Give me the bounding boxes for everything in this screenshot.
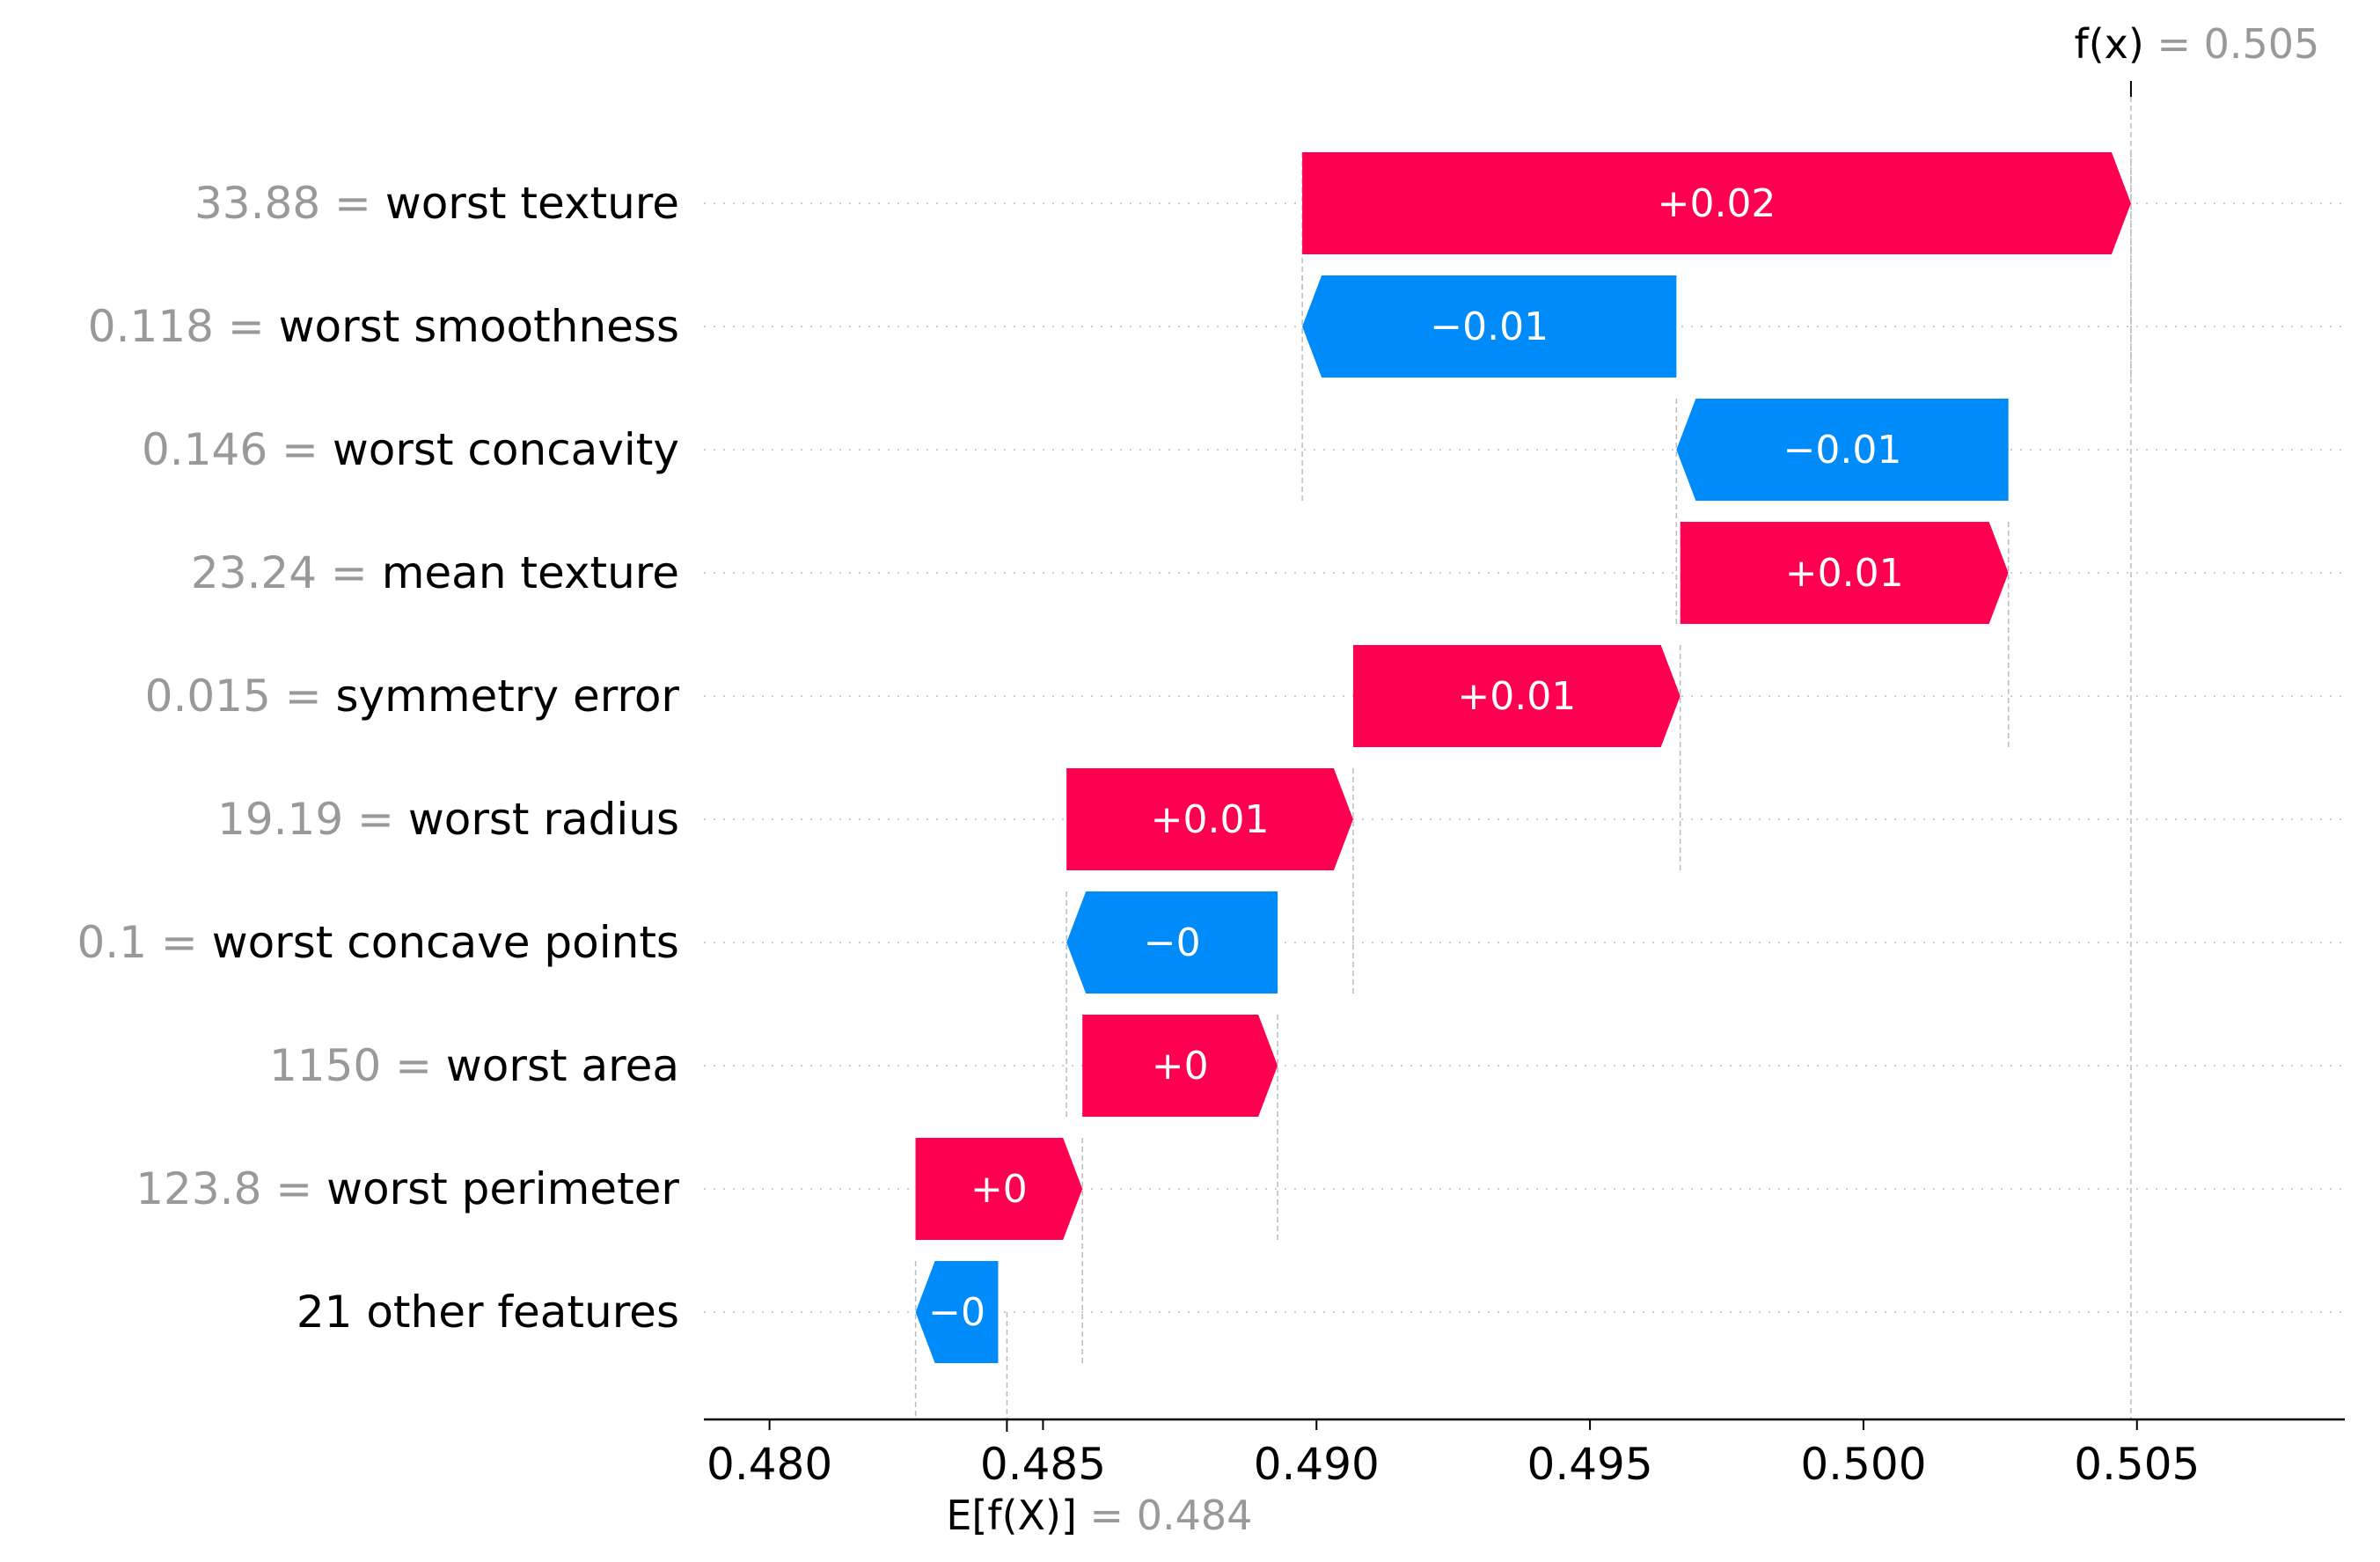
fx-label: f(x) = 0.505 [2075, 20, 2320, 68]
feature-label: 0.015 = symmetry error [145, 671, 680, 722]
fx-annotation: f(x) = 0.505 [2075, 20, 2320, 97]
feature-label: 33.88 = worst texture [194, 178, 679, 229]
feature-label: 123.8 = worst perimeter [135, 1163, 679, 1214]
x-tick-label: 0.480 [707, 1439, 832, 1490]
feature-value: 1150 = [269, 1040, 446, 1091]
feature-name: worst area [446, 1040, 679, 1091]
positive-bar [1082, 1015, 1278, 1117]
feature-label: 21 other features [297, 1287, 679, 1338]
negative-bar [915, 1261, 999, 1363]
bar-value-label: −0 [1144, 920, 1201, 965]
x-tick-label: 0.485 [980, 1439, 1106, 1490]
fx-name: f(x) [2075, 20, 2144, 68]
feature-value: 33.88 = [194, 178, 385, 229]
negative-bar [1302, 275, 1677, 378]
bar-value-label: +0.02 [1658, 181, 1776, 226]
feature-name: worst texture [385, 178, 679, 229]
x-tick-label: 0.505 [2074, 1439, 2200, 1490]
x-axis: 0.480 0.485 0.490 0.495 0.500 0.505 [704, 1418, 2345, 1490]
feature-name: worst perimeter [326, 1163, 679, 1214]
bar-value-label: +0 [970, 1167, 1028, 1212]
feature-value: 0.146 = [142, 424, 333, 475]
base-name: E[f(X)] [946, 1492, 1077, 1539]
feature-name: worst concavity [333, 424, 679, 475]
bar-value-label: −0.01 [1430, 304, 1549, 349]
fx-value: 0.505 [2204, 20, 2320, 68]
bar-value-label: +0.01 [1151, 797, 1270, 842]
feature-value: 19.19 = [217, 794, 408, 845]
bar-value-label: −0 [928, 1290, 985, 1335]
positive-bar [1066, 768, 1353, 870]
feature-label: 19.19 = worst radius [217, 794, 679, 845]
feature-value: 123.8 = [135, 1163, 326, 1214]
x-tick-label: 0.495 [1527, 1439, 1653, 1490]
feature-name: 21 other features [297, 1287, 679, 1338]
feature-label: 0.1 = worst concave points [77, 917, 679, 968]
feature-value: 0.015 = [145, 671, 336, 722]
feature-name: worst smoothness [279, 301, 679, 352]
feature-value: 0.1 = [77, 917, 211, 968]
feature-name: mean texture [382, 547, 679, 598]
feature-label: 0.118 = worst smoothness [88, 301, 679, 352]
feature-labels: 33.88 = worst texture 0.118 = worst smoot… [77, 178, 679, 1338]
bar-value-label: −0.01 [1783, 428, 1902, 473]
bar-value-label: +0 [1152, 1044, 1209, 1089]
positive-bar [915, 1138, 1083, 1240]
feature-label: 0.146 = worst concavity [142, 424, 679, 475]
positive-bar [1680, 522, 2009, 624]
bar-value-label: +0.01 [1785, 551, 1904, 596]
base-value: 0.484 [1137, 1492, 1253, 1539]
base-eq: = [1077, 1492, 1137, 1539]
base-label: E[f(X)] = 0.484 [946, 1492, 1252, 1539]
feature-label: 23.24 = mean texture [191, 547, 679, 598]
negative-bar [1066, 891, 1278, 994]
fx-eq: = [2144, 20, 2204, 68]
x-tick-label: 0.490 [1254, 1439, 1380, 1490]
positive-bar [1352, 645, 1681, 747]
bars-group: +0.02 −0.01 −0.01 +0.01 +0.01 +0.01 −0 +0 +0 −0 [915, 152, 2131, 1363]
connector-lines [914, 97, 2132, 1419]
base-annotation: E[f(X)] = 0.484 [946, 1419, 1252, 1539]
x-tick-label: 0.500 [1800, 1439, 1926, 1490]
feature-name: worst concave points [212, 917, 679, 968]
negative-bar [1676, 399, 2009, 501]
feature-name: symmetry error [335, 671, 679, 722]
feature-name: worst radius [408, 794, 679, 845]
bar-value-label: +0.01 [1457, 674, 1576, 719]
feature-value: 23.24 = [191, 547, 382, 598]
feature-value: 0.118 = [88, 301, 279, 352]
positive-bar [1302, 152, 2131, 254]
feature-label: 1150 = worst area [269, 1040, 679, 1091]
